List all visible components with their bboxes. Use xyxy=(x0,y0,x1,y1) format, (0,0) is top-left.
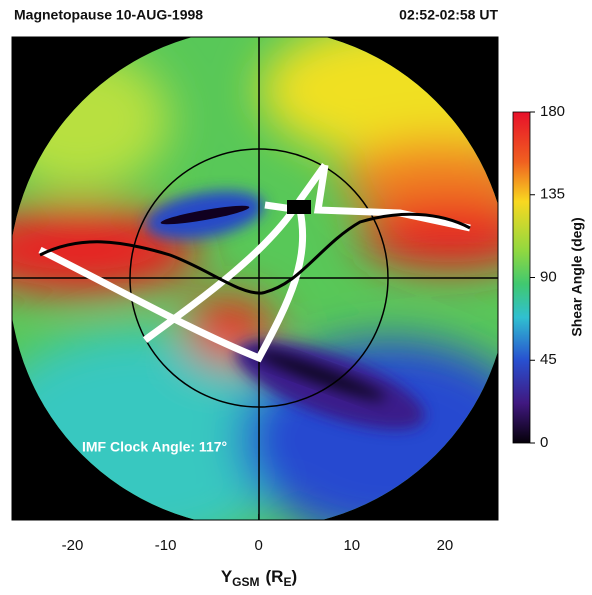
colorbar-tick-label: 135 xyxy=(540,186,565,203)
x-tick-label: 0 xyxy=(255,537,263,554)
x-tick-label: -10 xyxy=(155,537,177,554)
x-tick-label: 10 xyxy=(343,537,360,554)
x-label-part: ) xyxy=(291,567,297,586)
colorbar xyxy=(512,111,531,444)
colorbar-tick-label: 45 xyxy=(540,351,557,368)
x-tick-label: -20 xyxy=(62,537,84,554)
x-axis-label: YGSM (RE) xyxy=(221,567,297,589)
x-tick-label: 20 xyxy=(437,537,454,554)
annotation: IMF Clock Angle: 117° xyxy=(82,439,227,455)
colorbar-tick-label: 180 xyxy=(540,103,565,120)
x-label-part: (R xyxy=(266,567,284,586)
chart-title: Magnetopause 10-AUG-1998 xyxy=(14,7,203,23)
heatmap xyxy=(12,37,498,520)
plot-frame xyxy=(11,36,499,521)
x-label-part: GSM xyxy=(232,575,259,589)
x-label-part: E xyxy=(283,575,291,589)
x-label-part: Y xyxy=(221,567,233,586)
colorbar-tick-label: 90 xyxy=(540,268,557,285)
subtitle: 02:52-02:58 UT xyxy=(399,7,498,23)
colorbar-label: Shear Angle (deg) xyxy=(569,217,585,336)
colorbar-tick-label: 0 xyxy=(540,434,548,451)
